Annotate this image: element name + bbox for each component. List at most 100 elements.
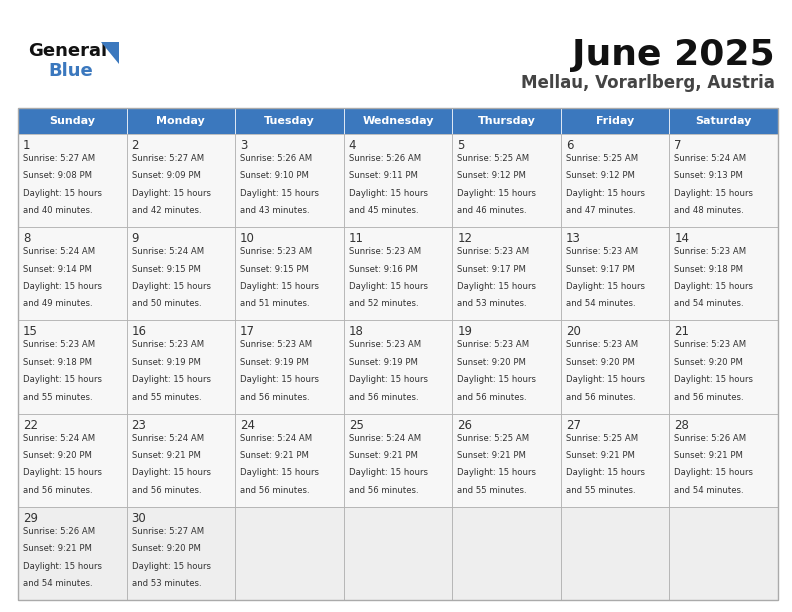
Bar [18, 414, 127, 507]
Bar [18, 321, 127, 414]
Text: Sunrise: 5:25 AM: Sunrise: 5:25 AM [457, 154, 529, 163]
Text: Daylight: 15 hours: Daylight: 15 hours [565, 282, 645, 291]
Bar [127, 134, 235, 227]
Text: Sunset: 9:19 PM: Sunset: 9:19 PM [240, 358, 309, 367]
Text: 8: 8 [23, 232, 30, 245]
Text: Daylight: 15 hours: Daylight: 15 hours [23, 189, 102, 198]
Text: Daylight: 15 hours: Daylight: 15 hours [348, 468, 428, 477]
Text: Daylight: 15 hours: Daylight: 15 hours [131, 375, 211, 384]
Text: and 52 minutes.: and 52 minutes. [348, 299, 418, 308]
Text: Sunset: 9:10 PM: Sunset: 9:10 PM [240, 171, 309, 181]
Text: 13: 13 [565, 232, 581, 245]
Text: 6: 6 [565, 139, 573, 152]
Text: Mellau, Vorarlberg, Austria: Mellau, Vorarlberg, Austria [521, 74, 775, 92]
Text: General: General [28, 42, 107, 60]
Text: and 54 minutes.: and 54 minutes. [23, 579, 93, 588]
Bar [235, 321, 344, 414]
Bar [669, 227, 778, 321]
Text: Monday: Monday [157, 116, 205, 126]
Text: and 55 minutes.: and 55 minutes. [565, 486, 635, 495]
Bar [344, 414, 452, 507]
Text: Daylight: 15 hours: Daylight: 15 hours [240, 189, 319, 198]
Text: and 54 minutes.: and 54 minutes. [675, 486, 744, 495]
Text: Sunrise: 5:26 AM: Sunrise: 5:26 AM [675, 433, 747, 442]
Text: Sunrise: 5:25 AM: Sunrise: 5:25 AM [565, 154, 638, 163]
Text: Daylight: 15 hours: Daylight: 15 hours [348, 375, 428, 384]
Text: Sunday: Sunday [49, 116, 95, 126]
Text: 24: 24 [240, 419, 255, 431]
Text: Daylight: 15 hours: Daylight: 15 hours [565, 468, 645, 477]
Text: Sunset: 9:20 PM: Sunset: 9:20 PM [131, 544, 200, 553]
Text: Daylight: 15 hours: Daylight: 15 hours [675, 282, 753, 291]
Text: Daylight: 15 hours: Daylight: 15 hours [675, 189, 753, 198]
Text: 18: 18 [348, 326, 364, 338]
Bar [452, 227, 561, 321]
Text: Sunrise: 5:23 AM: Sunrise: 5:23 AM [131, 340, 204, 349]
Text: 25: 25 [348, 419, 364, 431]
Text: Wednesday: Wednesday [362, 116, 434, 126]
Text: 19: 19 [457, 326, 472, 338]
Text: 28: 28 [675, 419, 689, 431]
Text: Sunset: 9:21 PM: Sunset: 9:21 PM [457, 451, 526, 460]
Text: and 56 minutes.: and 56 minutes. [348, 393, 418, 401]
Text: and 55 minutes.: and 55 minutes. [23, 393, 93, 401]
Bar [561, 321, 669, 414]
Text: and 56 minutes.: and 56 minutes. [131, 486, 201, 495]
Text: 23: 23 [131, 419, 147, 431]
Text: and 54 minutes.: and 54 minutes. [675, 299, 744, 308]
Text: Sunset: 9:20 PM: Sunset: 9:20 PM [675, 358, 744, 367]
Text: Sunset: 9:13 PM: Sunset: 9:13 PM [675, 171, 744, 181]
Text: Sunset: 9:09 PM: Sunset: 9:09 PM [131, 171, 200, 181]
Text: and 45 minutes.: and 45 minutes. [348, 206, 418, 215]
Text: and 56 minutes.: and 56 minutes. [457, 393, 527, 401]
Bar [18, 108, 127, 134]
Text: Sunset: 9:15 PM: Sunset: 9:15 PM [131, 264, 200, 274]
Text: 17: 17 [240, 326, 255, 338]
Text: 30: 30 [131, 512, 147, 525]
Text: and 42 minutes.: and 42 minutes. [131, 206, 201, 215]
Text: Sunrise: 5:23 AM: Sunrise: 5:23 AM [23, 340, 95, 349]
Bar [452, 108, 561, 134]
Bar [561, 134, 669, 227]
Bar [669, 321, 778, 414]
Bar [344, 321, 452, 414]
Text: 16: 16 [131, 326, 147, 338]
Bar [452, 321, 561, 414]
Bar [127, 321, 235, 414]
Bar [561, 108, 669, 134]
Bar [18, 134, 127, 227]
Text: Daylight: 15 hours: Daylight: 15 hours [240, 282, 319, 291]
Text: Sunset: 9:21 PM: Sunset: 9:21 PM [131, 451, 200, 460]
Text: and 56 minutes.: and 56 minutes. [23, 486, 93, 495]
Text: and 56 minutes.: and 56 minutes. [565, 393, 635, 401]
Bar [127, 507, 235, 600]
Text: and 53 minutes.: and 53 minutes. [131, 579, 201, 588]
Text: Sunrise: 5:23 AM: Sunrise: 5:23 AM [675, 247, 747, 256]
Bar [452, 134, 561, 227]
Text: Sunrise: 5:25 AM: Sunrise: 5:25 AM [457, 433, 529, 442]
Text: Sunrise: 5:27 AM: Sunrise: 5:27 AM [131, 154, 204, 163]
Text: and 51 minutes.: and 51 minutes. [240, 299, 310, 308]
Text: June 2025: June 2025 [573, 38, 775, 72]
Bar [561, 507, 669, 600]
Text: Sunrise: 5:24 AM: Sunrise: 5:24 AM [131, 247, 204, 256]
Text: and 46 minutes.: and 46 minutes. [457, 206, 527, 215]
Text: Daylight: 15 hours: Daylight: 15 hours [23, 282, 102, 291]
Text: and 53 minutes.: and 53 minutes. [457, 299, 527, 308]
Bar [18, 108, 778, 600]
Text: Sunset: 9:21 PM: Sunset: 9:21 PM [675, 451, 744, 460]
Bar [669, 108, 778, 134]
Text: 14: 14 [675, 232, 689, 245]
Bar [127, 414, 235, 507]
Text: Sunset: 9:16 PM: Sunset: 9:16 PM [348, 264, 417, 274]
Text: Sunrise: 5:27 AM: Sunrise: 5:27 AM [131, 527, 204, 536]
Text: 7: 7 [675, 139, 682, 152]
Text: Sunrise: 5:23 AM: Sunrise: 5:23 AM [675, 340, 747, 349]
Text: Sunset: 9:21 PM: Sunset: 9:21 PM [348, 451, 417, 460]
Text: and 56 minutes.: and 56 minutes. [348, 486, 418, 495]
Bar [127, 227, 235, 321]
Text: Sunset: 9:18 PM: Sunset: 9:18 PM [23, 358, 92, 367]
Bar [344, 507, 452, 600]
Text: Sunrise: 5:23 AM: Sunrise: 5:23 AM [240, 340, 312, 349]
Text: Daylight: 15 hours: Daylight: 15 hours [240, 375, 319, 384]
